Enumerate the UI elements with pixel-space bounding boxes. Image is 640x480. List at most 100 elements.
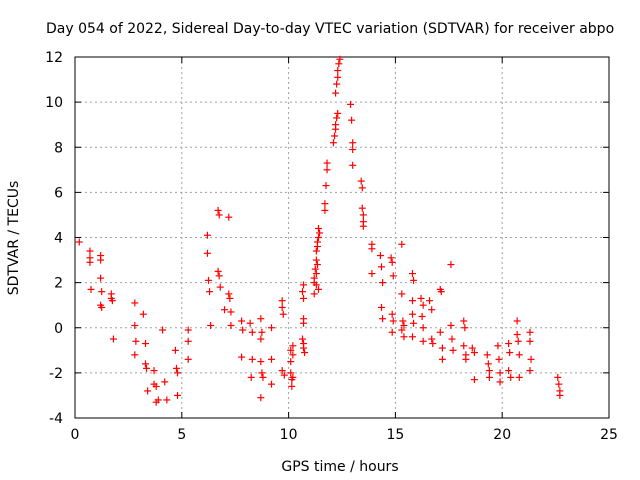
- data-point: [248, 328, 256, 336]
- data-point: [300, 319, 308, 327]
- data-point: [555, 380, 563, 388]
- data-point: [279, 310, 287, 318]
- data-point: [335, 60, 343, 68]
- data-point: [321, 206, 329, 214]
- data-point: [238, 317, 246, 325]
- x-tick-label: 10: [280, 427, 298, 443]
- data-point: [206, 288, 214, 296]
- data-point: [141, 340, 149, 348]
- data-point: [388, 328, 396, 336]
- data-point: [315, 285, 323, 293]
- data-point: [408, 270, 416, 278]
- x-tick-label: 0: [71, 427, 80, 443]
- data-point: [315, 234, 323, 241]
- data-point: [98, 288, 106, 296]
- data-point: [388, 310, 396, 318]
- data-point: [506, 349, 514, 357]
- data-point: [470, 376, 478, 384]
- data-point: [398, 240, 406, 248]
- data-point: [139, 310, 147, 318]
- data-point: [389, 272, 397, 280]
- data-point: [257, 335, 265, 343]
- data-point: [278, 297, 286, 305]
- data-point: [108, 297, 116, 305]
- y-tick-label: 2: [54, 276, 63, 292]
- data-point: [315, 224, 323, 232]
- data-point: [526, 328, 534, 336]
- data-point: [426, 297, 434, 305]
- x-axis-label: GPS time / hours: [281, 459, 398, 475]
- data-point: [184, 326, 192, 334]
- data-point: [398, 326, 406, 334]
- data-point: [289, 351, 297, 359]
- data-point: [462, 355, 470, 363]
- data-point: [298, 335, 306, 343]
- data-point: [449, 346, 457, 354]
- data-points: [75, 55, 564, 406]
- data-point: [332, 121, 340, 129]
- data-point: [331, 132, 339, 140]
- data-point: [418, 312, 426, 320]
- data-point: [298, 288, 306, 296]
- data-point: [417, 294, 425, 302]
- data-point: [144, 387, 152, 395]
- data-point: [379, 315, 387, 323]
- data-point: [448, 335, 456, 343]
- data-point: [428, 306, 436, 314]
- data-point: [496, 369, 504, 377]
- x-tick-label: 5: [177, 427, 186, 443]
- data-point: [247, 373, 255, 381]
- data-point: [268, 324, 276, 332]
- data-point: [163, 396, 171, 404]
- data-point: [300, 281, 308, 289]
- data-point: [174, 369, 182, 377]
- data-point: [300, 344, 308, 352]
- data-point: [278, 367, 286, 375]
- data-point: [494, 342, 502, 350]
- y-tick-label: -4: [49, 411, 63, 427]
- data-point: [323, 159, 331, 167]
- data-point: [227, 321, 235, 329]
- data-point: [258, 328, 266, 336]
- data-point: [334, 109, 342, 117]
- data-point: [311, 265, 319, 273]
- data-point: [447, 261, 455, 269]
- data-point: [513, 331, 521, 339]
- data-point: [514, 337, 522, 345]
- data-point: [387, 254, 395, 262]
- data-point: [312, 247, 320, 255]
- data-point: [310, 274, 318, 282]
- data-point: [485, 367, 493, 375]
- data-point: [349, 146, 357, 154]
- data-point: [470, 349, 478, 357]
- grid: [75, 57, 609, 418]
- data-point: [288, 382, 296, 390]
- data-point: [484, 360, 492, 368]
- data-point: [287, 346, 295, 354]
- data-point: [526, 367, 534, 375]
- data-point: [221, 306, 229, 314]
- data-point: [132, 337, 140, 345]
- data-point: [150, 367, 158, 375]
- data-point: [154, 396, 162, 404]
- data-point: [131, 299, 139, 307]
- data-point: [333, 114, 341, 122]
- y-axis-label: SDTVAR / TECUs: [6, 181, 22, 296]
- data-point: [216, 283, 224, 291]
- data-point: [347, 100, 355, 108]
- data-point: [322, 182, 330, 190]
- data-point: [227, 308, 235, 316]
- data-point: [400, 333, 408, 341]
- data-point: [461, 324, 469, 332]
- y-tick-label: 6: [54, 185, 63, 201]
- x-tick-label: 25: [600, 427, 618, 443]
- data-point: [238, 353, 246, 361]
- y-tick-label: 0: [54, 321, 63, 337]
- data-point: [207, 321, 215, 329]
- data-point: [310, 290, 318, 298]
- data-point: [161, 378, 169, 386]
- data-point: [419, 337, 427, 345]
- data-point: [447, 321, 455, 329]
- data-point: [460, 317, 468, 325]
- data-point: [436, 328, 444, 336]
